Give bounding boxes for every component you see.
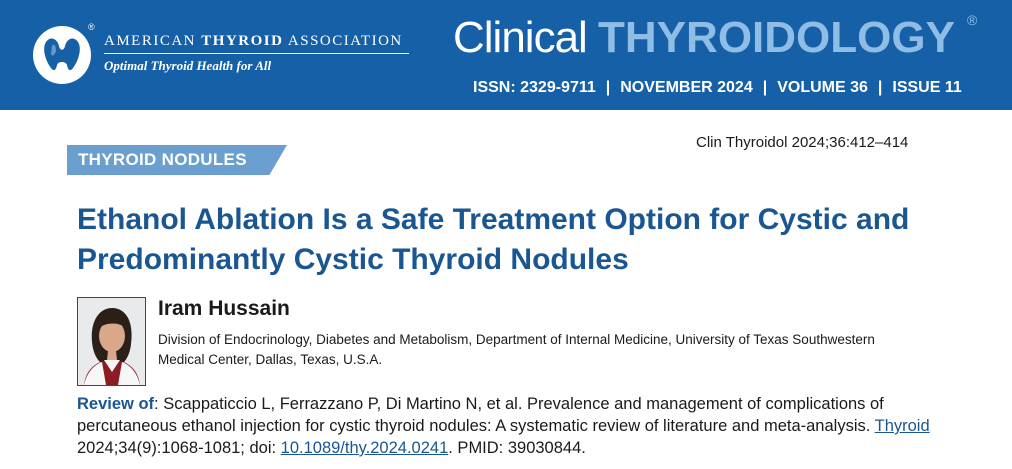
journal-title-part1: Clinical (453, 13, 599, 62)
article-title: Ethanol Ablation Is a Safe Treatment Opt… (77, 203, 910, 276)
review-text-end: . PMID: 39030844. (448, 439, 586, 457)
issue-info: ISSN: 2329-9711 | NOVEMBER 2024 | VOLUME 36 |… (473, 79, 962, 97)
review-colon: : (154, 395, 159, 413)
author-photo (77, 297, 146, 386)
author-name: Iram Hussain (158, 297, 290, 320)
article-citation: Clin Thyroidol 2024;36:412–414 (696, 134, 909, 151)
journal-title-part2: THYROIDOLOGY (598, 13, 955, 62)
author-affiliation: Division of Endocrinology, Diabetes and … (158, 332, 875, 367)
journal-registered-mark: ® (967, 12, 978, 28)
thyroid-gland-logo-icon (33, 26, 91, 84)
doi-link[interactable]: 10.1089/thy.2024.0241 (280, 439, 449, 457)
review-reference: Review of: Scappaticcio L, Ferrazzano P,… (77, 393, 947, 459)
journal-header: ® American Thyroid Association Optimal T… (0, 0, 1012, 110)
issn: ISSN: 2329-9711 (473, 79, 596, 96)
section-label: THYROID NODULES (78, 150, 247, 169)
issue-number: ISSUE 11 (892, 79, 962, 96)
issue-date: NOVEMBER 2024 (620, 79, 753, 96)
journal-title: Clinical THYROIDOLOGY (453, 12, 955, 64)
issue-separator: | (877, 79, 883, 96)
review-text-mid: 2024;34(9):1068-1081; doi: (77, 439, 281, 457)
review-text: Scappaticcio L, Ferrazzano P, Di Martino… (77, 395, 884, 435)
ata-registered-mark: ® (88, 22, 95, 32)
review-label: Review of (77, 395, 155, 413)
journal-link[interactable]: Thyroid (874, 417, 930, 435)
issue-separator: | (762, 79, 768, 96)
issue-separator: | (605, 79, 611, 96)
section-tab: THYROID NODULES (67, 145, 287, 175)
ata-name: American Thyroid Association (104, 33, 403, 49)
ata-tagline: Optimal Thyroid Health for All (104, 58, 272, 73)
volume: VOLUME 36 (777, 79, 868, 96)
ata-divider (104, 53, 409, 54)
